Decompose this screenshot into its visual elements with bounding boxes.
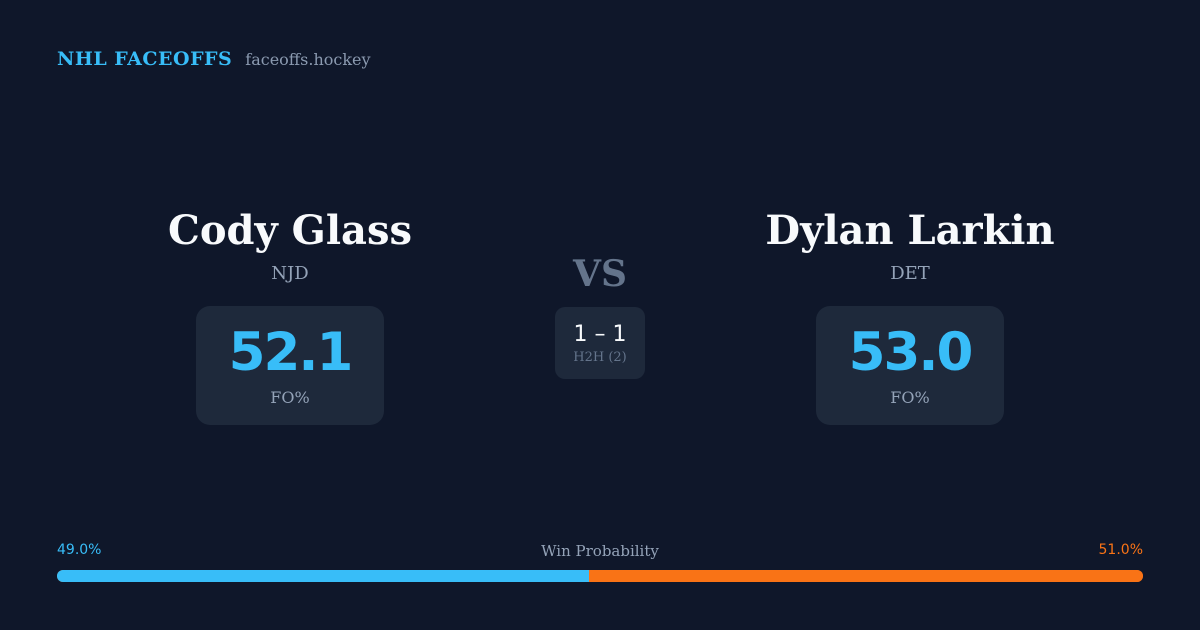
win-probability-left: 49.0% bbox=[57, 542, 102, 558]
head-to-head-box: 1 – 1 H2H (2) bbox=[555, 307, 645, 379]
win-probability-bar-left bbox=[57, 570, 590, 582]
player-team: DET bbox=[890, 263, 930, 284]
faceoff-label: FO% bbox=[890, 388, 930, 407]
head-to-head-label: H2H (2) bbox=[573, 349, 627, 365]
win-probability-labels: 49.0% Win Probability 51.0% bbox=[57, 542, 1143, 560]
faceoff-stat-box: 52.1 FO% bbox=[195, 306, 385, 425]
player-team: NJD bbox=[271, 263, 309, 284]
brand-header: NHL FACEOFFS faceoffs.hockey bbox=[57, 48, 371, 70]
player-card-left: Cody Glass NJD 52.1 FO% bbox=[70, 206, 510, 425]
player-name: Dylan Larkin bbox=[765, 207, 1055, 254]
head-to-head-score: 1 – 1 bbox=[573, 321, 627, 347]
brand-site[interactable]: faceoffs.hockey bbox=[245, 50, 371, 69]
faceoff-label: FO% bbox=[270, 388, 310, 407]
player-name: Cody Glass bbox=[168, 207, 412, 254]
faceoff-percentage: 53.0 bbox=[848, 322, 974, 383]
brand-name[interactable]: NHL FACEOFFS bbox=[57, 48, 233, 70]
win-probability-bar-right bbox=[589, 570, 1143, 582]
win-probability-title: Win Probability bbox=[541, 542, 659, 560]
win-probability-right: 51.0% bbox=[1098, 542, 1143, 558]
faceoff-percentage: 52.1 bbox=[228, 322, 354, 383]
player-card-right: Dylan Larkin DET 53.0 FO% bbox=[690, 206, 1130, 425]
faceoff-stat-box: 53.0 FO% bbox=[815, 306, 1005, 425]
win-probability-bar bbox=[57, 570, 1143, 582]
versus-label: VS bbox=[573, 253, 627, 295]
